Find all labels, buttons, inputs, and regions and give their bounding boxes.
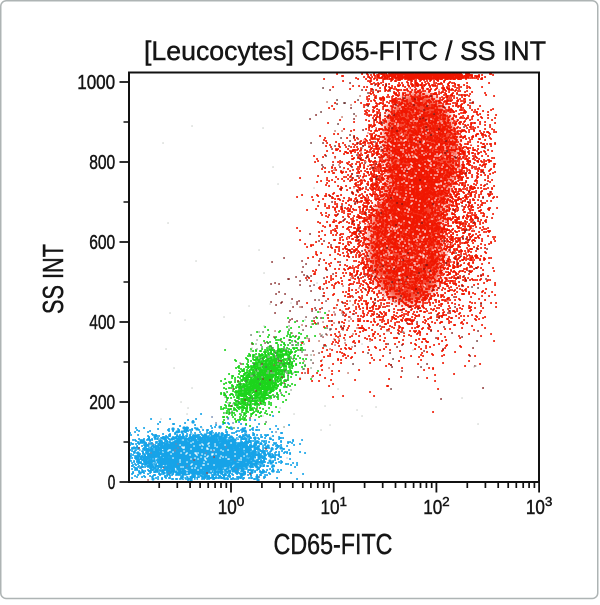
svg-text:SS INT: SS INT (38, 244, 70, 314)
svg-text:[Leucocytes] CD65-FITC / SS IN: [Leucocytes] CD65-FITC / SS INT (144, 36, 546, 66)
svg-text:102: 102 (423, 494, 450, 519)
svg-text:103: 103 (526, 494, 553, 519)
svg-text:CD65-FITC: CD65-FITC (274, 529, 393, 561)
svg-text:200: 200 (89, 392, 115, 414)
svg-text:0: 0 (108, 472, 116, 494)
svg-text:400: 400 (89, 312, 115, 334)
svg-text:100: 100 (218, 494, 245, 519)
svg-text:101: 101 (321, 494, 348, 519)
svg-text:800: 800 (89, 152, 115, 174)
svg-text:600: 600 (89, 232, 115, 254)
svg-text:1000: 1000 (77, 72, 115, 94)
